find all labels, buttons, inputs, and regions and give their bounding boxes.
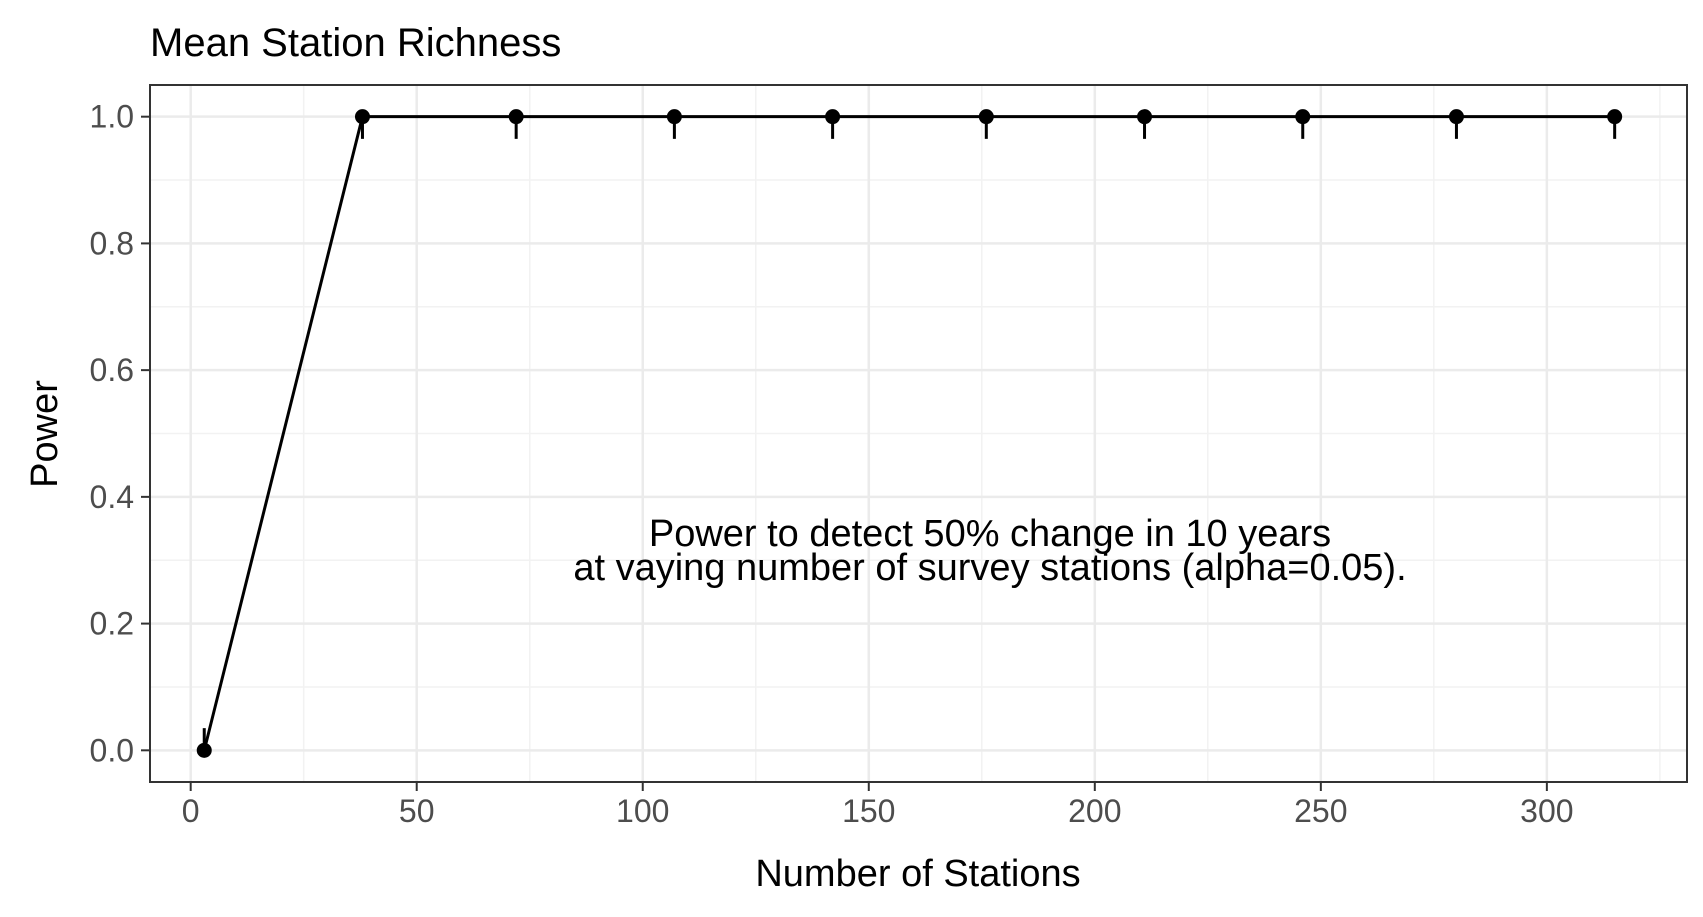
y-axis-title: Power — [24, 380, 66, 488]
x-axis-ticks: 0 50 100 150 200 250 300 — [182, 782, 1574, 829]
y-tick-label: 0.0 — [90, 732, 134, 768]
data-point — [825, 109, 841, 125]
series-layer — [196, 109, 1623, 758]
y-tick-label: 0.2 — [90, 606, 134, 642]
data-point — [354, 109, 370, 125]
data-point — [508, 109, 524, 125]
y-tick-label: 0.6 — [90, 352, 134, 388]
series-line — [202, 115, 1615, 751]
x-tick-label: 0 — [182, 793, 200, 829]
data-point — [666, 109, 682, 125]
annotation: Power to detect 50% change in 10 years a… — [573, 513, 1406, 589]
annotation-line-1: Power to detect 50% change in 10 years — [649, 513, 1331, 555]
panel-border — [149, 84, 1688, 783]
data-point — [196, 742, 212, 758]
annotation-line-2: at vaying number of survey stations (alp… — [573, 547, 1406, 589]
data-point — [978, 109, 994, 125]
x-tick-label: 150 — [842, 793, 895, 829]
data-point — [1137, 109, 1153, 125]
x-tick-label: 100 — [616, 793, 669, 829]
x-tick-label: 200 — [1068, 793, 1121, 829]
x-tick-label: 300 — [1520, 793, 1573, 829]
y-tick-label: 1.0 — [90, 99, 134, 135]
data-point — [1448, 109, 1464, 125]
x-tick-label: 50 — [399, 793, 435, 829]
data-point — [1295, 109, 1311, 125]
x-tick-label: 250 — [1294, 793, 1347, 829]
x-axis-title: Number of Stations — [755, 853, 1080, 895]
y-tick-label: 0.4 — [90, 479, 134, 515]
chart-title: Mean Station Richness — [150, 21, 561, 65]
minor-gridlines — [150, 85, 1687, 782]
y-axis-ticks: 0.0 0.2 0.4 0.6 0.8 1.0 — [90, 99, 150, 768]
data-point — [1607, 109, 1623, 125]
y-tick-label: 0.8 — [90, 225, 134, 261]
